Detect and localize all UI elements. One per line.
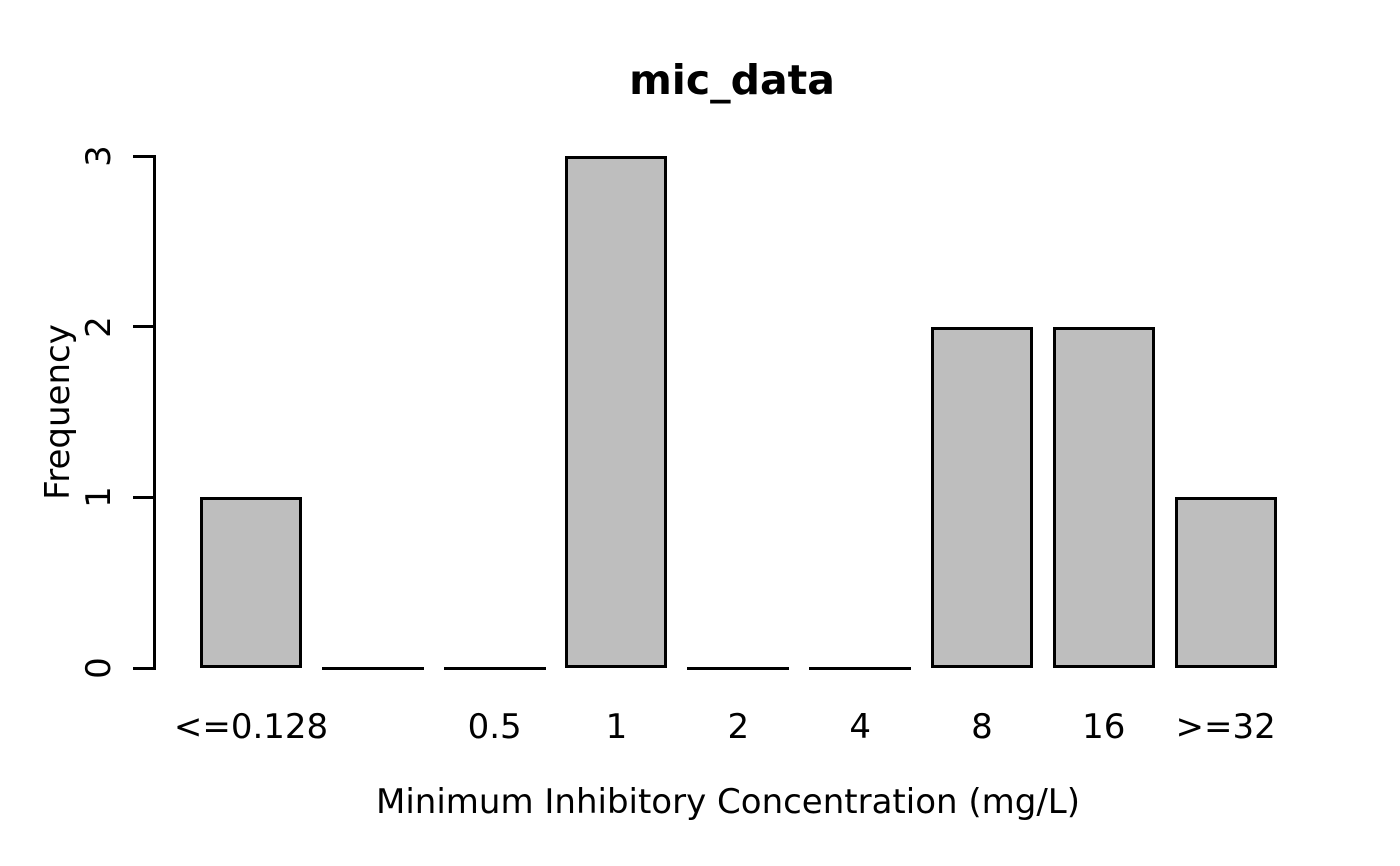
chart-title: mic_data — [629, 56, 835, 104]
x-tick-label: 2 — [727, 707, 750, 747]
y-tick-label: 2 — [79, 315, 119, 338]
bar — [200, 497, 302, 668]
y-tick — [133, 666, 153, 670]
x-tick-label: <=0.128 — [173, 707, 329, 747]
x-tick-label: 1 — [605, 707, 628, 747]
bar — [565, 156, 668, 668]
zero-bar — [809, 666, 912, 670]
x-tick-label: >=32 — [1175, 707, 1276, 747]
y-tick-label: 1 — [79, 486, 119, 509]
y-axis-title: Frequency — [38, 324, 78, 500]
zero-bar — [443, 666, 546, 670]
y-tick — [133, 495, 153, 499]
zero-bar — [321, 666, 424, 670]
bar — [1052, 326, 1155, 668]
bar — [930, 326, 1033, 668]
x-axis-title: Minimum Inhibitory Concentration (mg/L) — [376, 782, 1080, 822]
x-tick-label: 0.5 — [467, 707, 522, 747]
zero-bar — [687, 666, 790, 670]
x-tick-label: 4 — [849, 707, 871, 747]
y-tick-label: 3 — [79, 145, 119, 167]
y-tick — [133, 325, 153, 329]
bar — [1174, 497, 1277, 668]
x-tick-label: 8 — [971, 707, 993, 747]
y-tick-label: 0 — [79, 657, 119, 679]
x-tick-label: 16 — [1082, 707, 1126, 747]
y-tick — [133, 154, 153, 158]
y-axis-line — [153, 154, 156, 670]
